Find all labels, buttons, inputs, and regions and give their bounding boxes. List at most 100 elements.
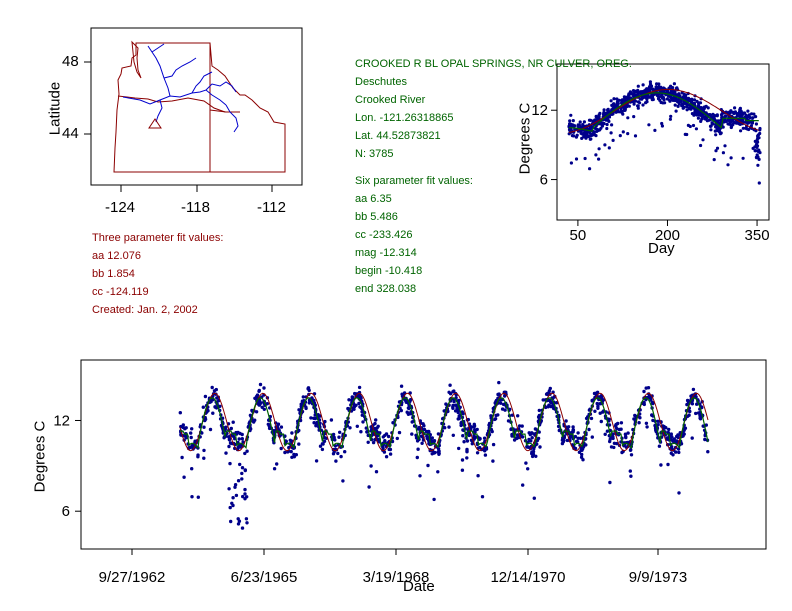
ts-point [608,437,612,441]
seasonal-point [601,122,605,126]
ts-point [654,428,658,433]
ts-point [657,444,662,448]
seasonal-point [713,129,717,133]
seasonal-point [684,93,688,97]
ts-point [461,434,465,438]
seasonal-point [688,124,692,129]
ts-point [415,439,420,443]
seasonal-point [709,128,713,132]
seasonal-point [626,132,630,136]
seasonal-point [660,96,664,100]
ts-point [448,383,452,387]
ts-point [288,438,292,442]
ts-point [671,453,675,457]
ts-point [457,446,461,451]
map-xtick-124: -124 [105,199,136,216]
ts-fit6-line [180,397,709,450]
ts-point [406,412,411,416]
seasonal-point [657,85,661,89]
ts-point [213,405,217,409]
ts-point [662,424,666,429]
seasonal-point [714,149,718,153]
ts-point [593,409,597,413]
ts-point [461,412,465,416]
seasonal-point [669,114,673,118]
seasonal-point [633,134,638,138]
ts-point [656,419,660,423]
seasonal-point [648,80,653,84]
seasonal-point [754,115,758,119]
ts-point [515,436,519,441]
three-param-cc: cc -124.119 [92,286,149,298]
ts-point [637,421,641,425]
three-param-bb: bb 1.854 [92,268,135,280]
ts-point [568,434,573,439]
ts-point [231,496,235,500]
ts-point [275,462,279,466]
ts-point [312,398,316,403]
ts-point [666,430,670,435]
seasonal-point [647,123,651,127]
ts-point [667,427,671,432]
seasonal-point [715,146,720,150]
ts-point [334,459,338,463]
ts-point [227,437,232,441]
ts-point [418,474,422,478]
ts-point [615,441,619,446]
seasonal-point [641,83,645,87]
ts-point [383,433,387,438]
seasonal-point [610,103,614,107]
seasonal-point [567,132,571,136]
seasonal-point [729,109,733,113]
ts-point [416,447,420,451]
ts-point [240,466,245,470]
seasonal-point [741,156,745,160]
map-xtick-112: -112 [257,199,286,216]
seasonal-point [757,181,761,185]
ts-point [642,389,646,394]
ts-point [544,405,548,410]
ts-ytick-label: 12 [53,412,70,429]
ts-point [238,462,242,467]
ts-point [416,427,420,431]
ts-point [373,427,377,431]
ts-point [494,413,498,418]
seasonal-point [750,112,754,116]
ts-point [491,459,495,463]
seasonal-point [744,120,748,124]
seasonal-xtick-label: 200 [655,227,680,244]
ts-point [224,425,228,429]
ts-point [579,455,584,459]
ts-point [212,389,217,393]
ts-point [337,435,341,439]
ts-point [554,401,559,405]
ts-point [476,474,480,478]
ts-point [447,425,451,429]
ts-point [706,450,710,454]
station-n: N: 3785 [355,148,394,160]
seasonal-point [708,124,713,128]
ts-point [628,469,632,473]
ts-point [460,458,465,462]
ts-point [336,451,340,456]
seasonal-point [751,146,755,150]
ts-point [240,477,244,481]
ts-point [456,410,460,415]
ts-point [265,402,269,406]
ts-point [312,416,316,420]
seasonal-point [595,127,599,131]
ts-point [279,425,284,429]
ts-point [632,417,636,421]
seasonal-point [598,111,602,115]
ts-point [374,418,378,422]
ts-point [669,432,673,436]
seasonal-ytick-label: 6 [540,172,548,189]
seasonal-point [636,88,640,92]
ts-point [189,431,193,435]
ts-point [426,463,430,468]
ts-point [181,423,185,427]
seasonal-point [667,94,671,98]
ts-point [437,449,441,454]
ts-point [703,437,707,442]
ts-point [202,448,206,453]
